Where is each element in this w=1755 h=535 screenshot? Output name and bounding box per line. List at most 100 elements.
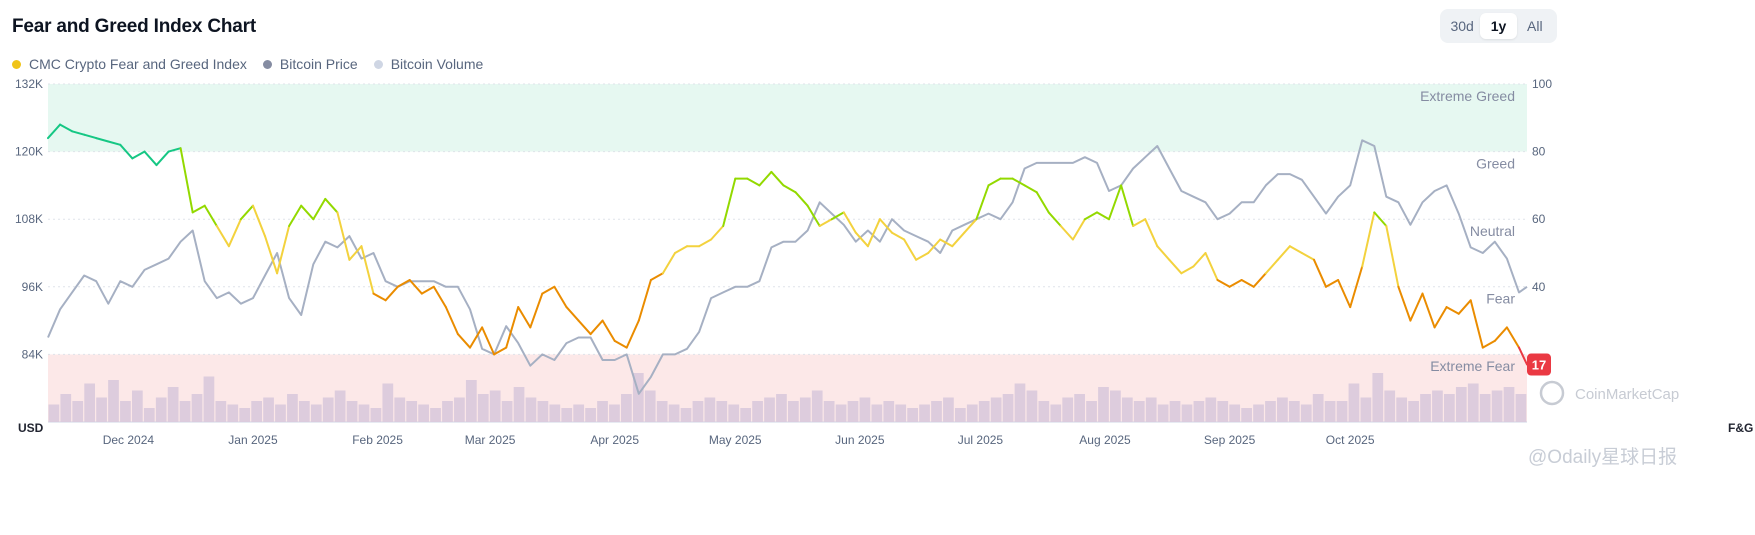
volume-bar: [919, 404, 930, 422]
fear-greed-segment: [1180, 265, 1195, 275]
volume-bar: [1253, 404, 1264, 422]
volume-bar: [513, 387, 525, 422]
fear-greed-segment: [1096, 211, 1110, 221]
fear-greed-segment: [1083, 211, 1098, 221]
fear-greed-segment: [1071, 218, 1086, 241]
volume-bar: [370, 408, 382, 422]
volume-bar: [1467, 383, 1479, 422]
x-axis-tick: May 2025: [709, 433, 762, 447]
volume-bar: [454, 397, 465, 422]
fear-greed-segment: [83, 133, 98, 140]
fear-greed-segment: [131, 150, 146, 160]
volume-bar: [692, 401, 704, 422]
volume-bar: [1241, 408, 1252, 422]
right-axis-tick: 80: [1532, 145, 1546, 159]
fear-greed-segment: [203, 204, 218, 227]
fear-greed-segment: [408, 279, 423, 295]
fear-greed-segment: [1349, 265, 1364, 309]
volume-bar: [60, 394, 72, 422]
fear-greed-segment: [987, 177, 1002, 187]
volume-bar: [1420, 394, 1431, 422]
volume-bar: [430, 408, 441, 422]
fear-greed-segment: [360, 245, 375, 295]
volume-bar: [811, 390, 823, 422]
fear-greed-segment: [601, 319, 616, 342]
fear-greed-segment: [1132, 218, 1147, 227]
volume-bar: [990, 397, 1002, 422]
tab-30d[interactable]: 30d: [1450, 18, 1474, 34]
volume-bar: [1408, 401, 1419, 422]
volume-bar: [84, 383, 96, 422]
fear-greed-segment: [1168, 258, 1183, 275]
legend-dot-icon: [262, 59, 272, 69]
volume-bar: [1157, 404, 1169, 422]
fear-greed-segment: [939, 238, 954, 248]
volume-bar: [358, 404, 370, 422]
right-axis-tick: 40: [1532, 280, 1546, 294]
fear-greed-segment: [722, 177, 737, 227]
volume-bar: [310, 404, 322, 422]
x-axis-tick: Oct 2025: [1326, 433, 1375, 447]
source-watermark: @Odaily星球日报: [1528, 446, 1677, 468]
volume-bar: [1002, 394, 1014, 422]
fear-greed-segment: [1457, 299, 1472, 315]
legend-item-bitcoin-price[interactable]: Bitcoin Price: [262, 56, 358, 72]
fear-greed-segment: [1493, 326, 1508, 342]
fear-greed-segment: [1445, 306, 1460, 315]
volume-bar: [680, 408, 692, 422]
volume-bar: [1181, 404, 1193, 422]
volume-bar: [788, 401, 799, 422]
volume-bar: [799, 397, 811, 422]
fear-greed-segment: [336, 211, 351, 261]
volume-bar: [537, 401, 549, 422]
volume-bar: [72, 401, 84, 422]
volume-bar: [716, 401, 728, 422]
fear-greed-segment: [1300, 252, 1315, 261]
volume-bar: [108, 380, 119, 422]
volume-bar: [704, 397, 716, 422]
fear-greed-segment: [432, 285, 447, 309]
volume-bar: [1444, 394, 1455, 422]
volume-bar: [776, 394, 787, 422]
fear-greed-segment: [553, 285, 568, 309]
volume-bar: [1086, 401, 1097, 422]
fear-greed-segment: [227, 218, 242, 248]
x-axis-tick: Jun 2025: [835, 433, 885, 447]
volume-bar: [728, 404, 740, 422]
volume-bar: [1360, 397, 1372, 422]
zone-label: Extreme Greed: [1420, 88, 1515, 104]
fear-greed-segment: [167, 147, 182, 153]
volume-bar: [1205, 397, 1217, 422]
fear-greed-segment: [1252, 272, 1267, 288]
volume-bar: [1288, 401, 1300, 422]
volume-bar: [1074, 394, 1085, 422]
fear-greed-segment: [541, 285, 556, 295]
fear-greed-segment: [951, 231, 966, 248]
tab-1y[interactable]: 1y: [1480, 13, 1517, 39]
volume-bar: [847, 401, 859, 422]
volume-bar: [907, 408, 919, 422]
fear-greed-segment: [95, 137, 110, 143]
volume-bar: [406, 401, 418, 422]
fear-greed-segment: [806, 204, 821, 227]
fear-greed-segment: [1469, 299, 1484, 349]
volume-bar: [835, 404, 847, 422]
volume-bar: [96, 397, 107, 422]
current-value-badge-bg: [1527, 353, 1551, 376]
volume-bar: [1098, 387, 1109, 422]
volume-bar: [465, 380, 477, 422]
fear-greed-segment: [1047, 211, 1062, 227]
legend-label: Bitcoin Price: [279, 56, 358, 72]
volume-bar: [1062, 397, 1074, 422]
tab-all[interactable]: All: [1527, 18, 1543, 34]
fear-greed-segment: [469, 326, 484, 349]
legend-label: Bitcoin Volume: [390, 56, 484, 72]
volume-bar: [668, 404, 680, 422]
fear-greed-segment: [1409, 292, 1424, 322]
volume-bar: [1038, 401, 1050, 422]
x-axis-tick: Jan 2025: [228, 433, 278, 447]
legend-item-fear-greed[interactable]: CMC Crypto Fear and Greed Index: [12, 56, 247, 72]
legend-item-bitcoin-volume[interactable]: Bitcoin Volume: [373, 56, 484, 72]
volume-bar: [1479, 394, 1491, 422]
